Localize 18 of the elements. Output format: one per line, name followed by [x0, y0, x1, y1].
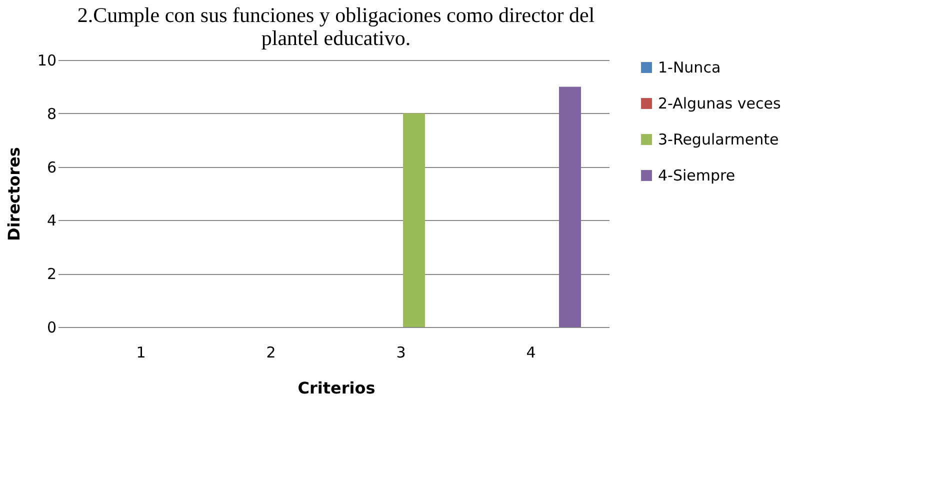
x-axis-title: Criterios: [298, 378, 376, 398]
y-axis-title: Directores: [4, 147, 24, 241]
legend-label: 2-Algunas veces: [658, 94, 781, 112]
x-tick-label: 4: [526, 344, 536, 362]
y-tick-label: 6: [46, 158, 56, 176]
legend-label: 1-Nunca: [658, 58, 721, 76]
legend-label: 4-Siempre: [658, 166, 736, 184]
y-tick-label: 2: [46, 265, 56, 284]
y-tick-label: 10: [37, 52, 56, 70]
y-tick-label: 4: [46, 212, 56, 230]
x-tick-label: 3: [396, 344, 406, 362]
y-tick-label: 8: [46, 104, 56, 123]
x-tick-label: 1: [136, 344, 146, 362]
text: plantel educativo.: [261, 26, 411, 50]
text: 2.Cumple con sus funciones y obligaciones como director del: [77, 3, 595, 27]
legend-label: 3-Regularmente: [658, 130, 779, 148]
x-tick-label: 2: [266, 344, 276, 362]
y-tick-label: 0: [46, 318, 56, 336]
